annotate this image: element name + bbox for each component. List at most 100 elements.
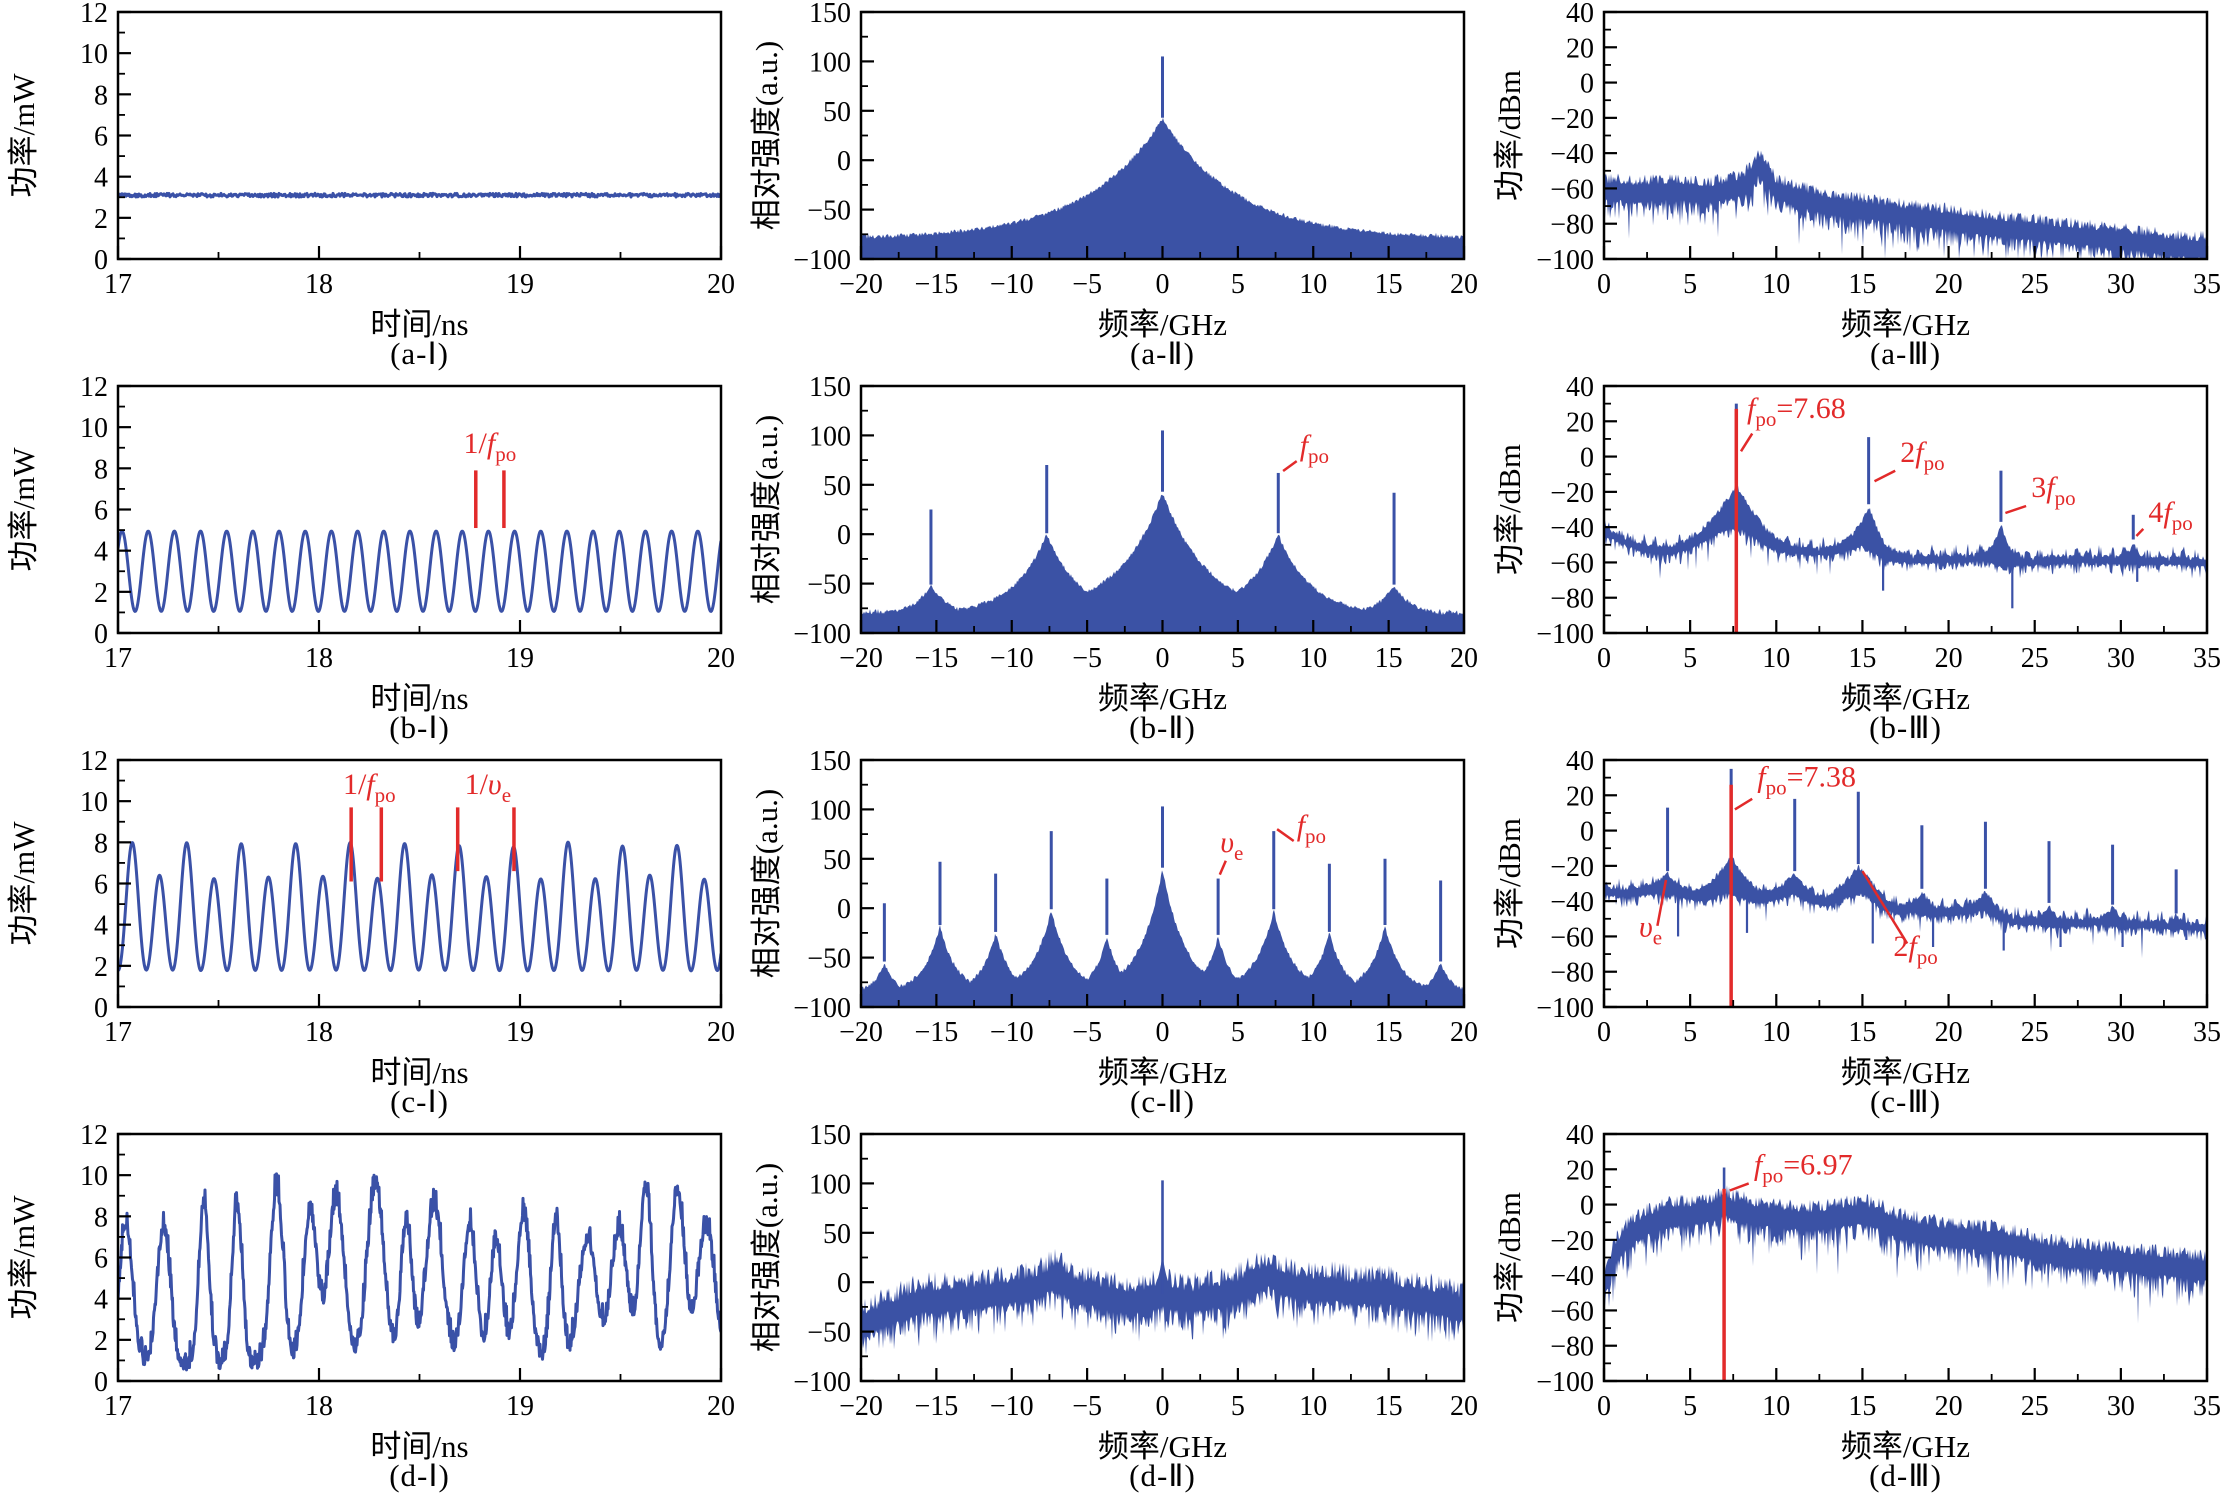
svg-text:−100: −100 (1536, 993, 1594, 1024)
svg-text:35: 35 (2193, 269, 2221, 300)
svg-text:50: 50 (823, 1219, 851, 1250)
chart-c-III: 0 5 10 15 20 25 30 35 −100 −80 −60 −40 −20 0 20 40 频率/GH… (1492, 748, 2221, 1090)
svg-text:100: 100 (809, 795, 851, 826)
svg-text:18: 18 (305, 643, 333, 674)
svg-text:−20: −20 (839, 1017, 883, 1048)
svg-text:5: 5 (1683, 643, 1697, 674)
svg-text:−50: −50 (807, 944, 851, 975)
svg-text:8: 8 (94, 454, 108, 485)
svg-text:0: 0 (837, 520, 851, 551)
annotation-label: 2fpo (1900, 436, 1944, 475)
caption-b-2: (b-Ⅱ) (1129, 710, 1196, 745)
svg-text:0: 0 (94, 245, 108, 276)
svg-text:−40: −40 (1550, 887, 1594, 918)
svg-text:20: 20 (1566, 781, 1594, 812)
axis-labels: 17 18 19 20 0 2 4 6 8 10 12 时间/ns 功率/mW (6, 374, 735, 716)
svg-text:−100: −100 (793, 993, 851, 1024)
svg-text:15: 15 (1375, 1017, 1403, 1048)
svg-text:15: 15 (1375, 269, 1403, 300)
caption-b-3: (b-Ⅲ) (1869, 710, 1942, 745)
chart-b-II: −20 −15 −10 −5 0 5 10 15 20−100−50050100150频率/GH… (749, 374, 1478, 716)
x-axis-title: 频率/GHz (1841, 1055, 1970, 1090)
svg-text:4: 4 (94, 537, 108, 568)
axes (1602, 10, 2209, 261)
svg-text:100: 100 (809, 421, 851, 452)
svg-text:−5: −5 (1072, 1017, 1102, 1048)
svg-text:−15: −15 (914, 1391, 958, 1422)
axis-labels: 0 5 10 15 20 25 30 35 −100 −80 −60 −40 −20 0 20 40 频率/GH… (1492, 748, 2221, 1090)
annotations: fpo=7.38 υe 2fpo (1639, 761, 1938, 969)
y-axis-title: 相对强度(a.u.) (749, 415, 784, 604)
axis-labels: −20 −15 −10 −5 0 5 10 15 20−100−50050100150频率/GH… (749, 1122, 1478, 1464)
y-axis-title: 功率/mW (6, 1195, 41, 1320)
chart-b-III: 0 5 10 15 20 25 30 35 −100 −80 −60 −40 −20 0 20 40 频率/GH… (1492, 374, 2221, 716)
y-axis-title: 功率/dBm (1492, 70, 1527, 201)
svg-text:15: 15 (1375, 643, 1403, 674)
svg-text:5: 5 (1231, 1391, 1245, 1422)
series (118, 529, 721, 613)
svg-text:10: 10 (1299, 643, 1327, 674)
svg-text:10: 10 (1299, 1017, 1327, 1048)
x-axis-title: 时间/ns (370, 307, 468, 342)
y-axis-title: 相对强度(a.u.) (749, 1163, 784, 1352)
annotation-label: 3fpo (2031, 471, 2075, 510)
svg-text:25: 25 (2021, 1391, 2049, 1422)
svg-text:0: 0 (1597, 643, 1611, 674)
svg-text:40: 40 (1566, 1122, 1594, 1151)
y-axis-title: 功率/dBm (1492, 444, 1527, 575)
svg-text:0: 0 (1156, 1017, 1170, 1048)
svg-text:0: 0 (1156, 1391, 1170, 1422)
svg-text:−5: −5 (1072, 1391, 1102, 1422)
axes (859, 10, 1466, 261)
svg-text:6: 6 (94, 870, 108, 901)
svg-text:50: 50 (823, 97, 851, 128)
panel-d-3: 0 5 10 15 20 25 30 35 −100 −80 −60 −40 −20 0 20 40 频率/GH… (1486, 1122, 2229, 1496)
y-axis-title: 功率/dBm (1492, 1192, 1527, 1323)
svg-text:17: 17 (104, 643, 132, 674)
svg-text:10: 10 (80, 1161, 108, 1192)
svg-text:20: 20 (1450, 643, 1478, 674)
series (1604, 150, 2207, 259)
svg-text:35: 35 (2193, 1391, 2221, 1422)
panel-b-3: 0 5 10 15 20 25 30 35 −100 −80 −60 −40 −20 0 20 40 频率/GH… (1486, 374, 2229, 748)
series (861, 56, 1464, 259)
svg-text:−20: −20 (1550, 1226, 1594, 1257)
svg-text:19: 19 (506, 1017, 534, 1048)
chart-c-II: −20 −15 −10 −5 0 5 10 15 20−100−50050100150频率/GH… (749, 748, 1478, 1090)
svg-text:−20: −20 (839, 1391, 883, 1422)
svg-text:−40: −40 (1550, 1261, 1594, 1292)
svg-text:−15: −15 (914, 643, 958, 674)
svg-text:−50: −50 (807, 1318, 851, 1349)
svg-text:−10: −10 (990, 643, 1034, 674)
svg-text:20: 20 (1566, 33, 1594, 64)
svg-text:40: 40 (1566, 0, 1594, 29)
svg-text:−100: −100 (1536, 1367, 1594, 1398)
svg-text:6: 6 (94, 1244, 108, 1275)
svg-text:6: 6 (94, 122, 108, 153)
svg-text:20: 20 (1450, 269, 1478, 300)
series (1604, 403, 2207, 609)
svg-text:0: 0 (94, 993, 108, 1024)
svg-text:2: 2 (94, 1326, 108, 1357)
caption-d-2: (d-Ⅱ) (1129, 1458, 1196, 1493)
axes (859, 758, 1466, 1009)
series (118, 191, 721, 199)
svg-text:−100: −100 (793, 619, 851, 650)
svg-text:20: 20 (707, 269, 735, 300)
svg-text:0: 0 (1156, 269, 1170, 300)
svg-text:−20: −20 (839, 269, 883, 300)
annotation-label: 2fpo (1893, 930, 1937, 969)
svg-text:25: 25 (2021, 1017, 2049, 1048)
svg-text:−80: −80 (1550, 210, 1594, 241)
svg-text:19: 19 (506, 643, 534, 674)
svg-text:−50: −50 (807, 570, 851, 601)
axes (116, 758, 723, 1009)
svg-text:18: 18 (305, 1017, 333, 1048)
svg-text:20: 20 (707, 1391, 735, 1422)
caption-a-2: (a-Ⅱ) (1130, 336, 1195, 371)
svg-text:12: 12 (80, 1122, 108, 1151)
svg-text:30: 30 (2107, 643, 2135, 674)
chart-d-II: −20 −15 −10 −5 0 5 10 15 20−100−50050100150频率/GH… (749, 1122, 1478, 1464)
svg-text:0: 0 (1597, 1017, 1611, 1048)
svg-text:2: 2 (94, 952, 108, 983)
